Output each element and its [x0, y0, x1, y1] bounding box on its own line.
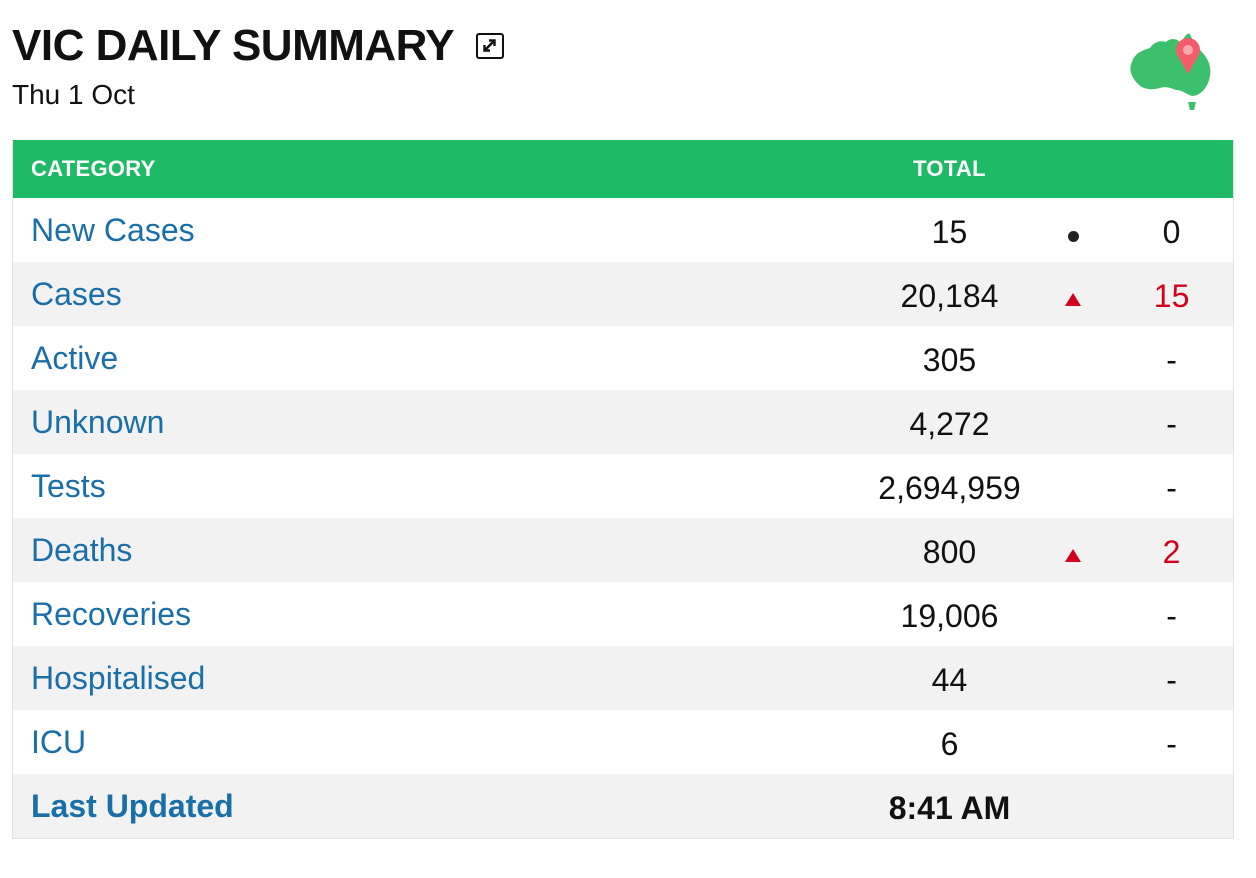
category-link[interactable]: Tests	[31, 467, 106, 504]
category-link[interactable]: Recoveries	[31, 595, 192, 632]
table-row: Recoveries 19,006 -	[13, 582, 1233, 646]
table-row: Tests 2,694,959 -	[13, 454, 1233, 518]
change-indicator	[1036, 262, 1110, 326]
change-value: -	[1166, 341, 1177, 378]
title-row: VIC DAILY SUMMARY	[12, 18, 1234, 74]
change-value: -	[1166, 661, 1177, 698]
expand-arrow-icon	[483, 39, 496, 52]
category-link[interactable]: New Cases	[31, 211, 195, 248]
column-header-indicator	[1036, 140, 1110, 198]
table-row: Cases 20,184 15	[13, 262, 1233, 326]
total-value: 305	[922, 341, 977, 378]
last-updated-value: 8:41 AM	[888, 789, 1011, 826]
last-updated-label[interactable]: Last Updated	[31, 787, 234, 824]
change-indicator	[1036, 326, 1110, 390]
change-value: -	[1166, 725, 1177, 762]
change-indicator	[1036, 582, 1110, 646]
total-value: 15	[931, 213, 968, 250]
page-title: VIC DAILY SUMMARY	[12, 21, 455, 70]
table-row: Unknown 4,272 -	[13, 390, 1233, 454]
summary-header: VIC DAILY SUMMARY Thu 1 Oct	[12, 18, 1234, 128]
empty-cell	[1036, 774, 1110, 838]
table-row: New Cases 15 0	[13, 198, 1233, 262]
table-row: ICU 6 -	[13, 710, 1233, 774]
up-triangle-icon	[1065, 292, 1082, 306]
category-link[interactable]: Hospitalised	[31, 659, 206, 696]
category-link[interactable]: ICU	[31, 723, 87, 760]
column-header-category: CATEGORY	[31, 156, 156, 181]
last-updated-row: Last Updated 8:41 AM	[13, 774, 1233, 838]
change-indicator	[1036, 198, 1110, 262]
column-header-total: TOTAL	[913, 156, 986, 181]
table-row: Active 305 -	[13, 326, 1233, 390]
australia-map-pin-logo	[1130, 33, 1211, 110]
change-indicator	[1036, 518, 1110, 582]
total-value: 6	[940, 725, 959, 762]
summary-table: CATEGORY TOTAL New Cases 15 0 Cases 20,1…	[12, 140, 1234, 839]
change-indicator	[1036, 390, 1110, 454]
change-value: -	[1166, 405, 1177, 442]
table-row: Hospitalised 44 -	[13, 646, 1233, 710]
change-value: 15	[1153, 277, 1190, 314]
total-value: 800	[922, 533, 977, 570]
change-indicator	[1036, 646, 1110, 710]
category-link[interactable]: Cases	[31, 275, 122, 312]
empty-cell	[1110, 774, 1233, 838]
dot-icon	[1067, 230, 1079, 242]
table-row: Deaths 800 2	[13, 518, 1233, 582]
expand-icon[interactable]	[476, 33, 505, 59]
summary-date: Thu 1 Oct	[12, 79, 135, 110]
total-value: 19,006	[900, 597, 999, 634]
change-indicator	[1036, 454, 1110, 518]
total-value: 44	[931, 661, 968, 698]
category-link[interactable]: Deaths	[31, 531, 133, 568]
total-value: 20,184	[900, 277, 999, 314]
table-header-row: CATEGORY TOTAL	[13, 140, 1233, 198]
category-link[interactable]: Unknown	[31, 403, 165, 440]
change-value: 0	[1162, 213, 1181, 250]
category-link[interactable]: Active	[31, 339, 119, 376]
total-value: 2,694,959	[878, 469, 1021, 506]
change-value: 2	[1162, 533, 1181, 570]
change-value: -	[1166, 597, 1177, 634]
column-header-change	[1110, 140, 1233, 198]
up-triangle-icon	[1065, 548, 1082, 562]
change-indicator	[1036, 710, 1110, 774]
total-value: 4,272	[909, 405, 990, 442]
change-value: -	[1166, 469, 1177, 506]
